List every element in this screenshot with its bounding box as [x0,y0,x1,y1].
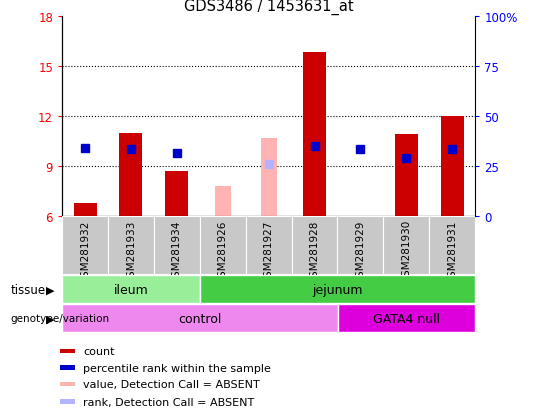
Text: tissue: tissue [11,283,46,296]
Text: ileum: ileum [113,283,148,296]
Text: GATA4 null: GATA4 null [373,312,440,325]
Bar [338,304,475,332]
Bar [200,275,475,304]
Text: GSM281926: GSM281926 [218,220,228,283]
Bar [246,217,292,275]
Title: GDS3486 / 1453631_at: GDS3486 / 1453631_at [184,0,354,15]
Bar [441,116,464,217]
Text: genotype/variation: genotype/variation [11,313,110,323]
Bar [383,217,429,275]
Bar [60,399,75,404]
Bar [60,382,75,387]
Bar [119,133,143,217]
Text: jejunum: jejunum [312,283,363,296]
Bar [154,217,200,275]
Text: ▶: ▶ [46,285,55,294]
Bar [395,135,418,217]
Bar [62,275,200,304]
Text: percentile rank within the sample: percentile rank within the sample [83,363,271,373]
Bar [60,366,75,370]
Bar [62,217,108,275]
Bar [165,172,188,217]
Bar [60,349,75,353]
Text: GSM281934: GSM281934 [172,220,182,283]
Text: rank, Detection Call = ABSENT: rank, Detection Call = ABSENT [83,396,254,407]
Text: GSM281931: GSM281931 [447,220,457,283]
Text: control: control [178,312,221,325]
Text: count: count [83,346,114,356]
Bar [338,217,383,275]
Text: GSM281927: GSM281927 [264,220,274,283]
Bar [292,217,338,275]
Text: ▶: ▶ [46,313,55,323]
Text: GSM281930: GSM281930 [401,220,411,283]
Bar [62,304,338,332]
Bar [108,217,154,275]
Bar [429,217,475,275]
Text: GSM281929: GSM281929 [355,220,366,283]
Bar [303,53,326,217]
Text: GSM281928: GSM281928 [309,220,320,283]
Bar [215,187,231,217]
Bar [73,204,97,217]
Bar [261,138,276,217]
Bar [200,217,246,275]
Text: value, Detection Call = ABSENT: value, Detection Call = ABSENT [83,379,260,389]
Text: GSM281932: GSM281932 [80,220,90,283]
Text: GSM281933: GSM281933 [126,220,136,283]
